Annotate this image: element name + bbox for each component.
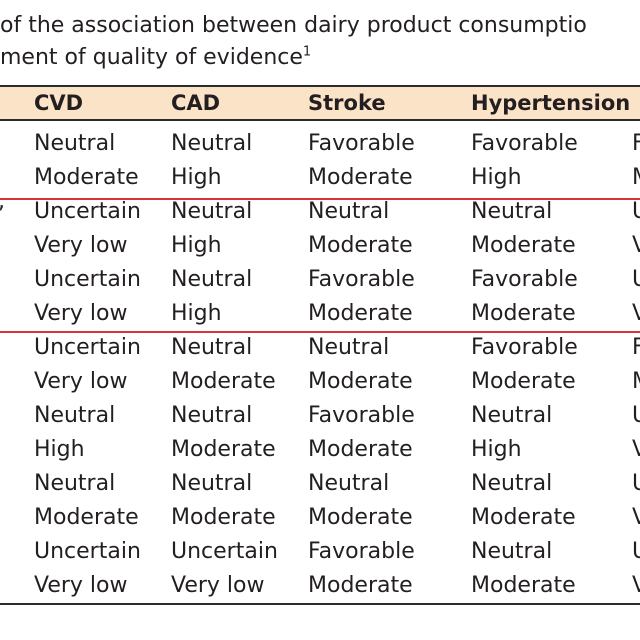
table-cell: Moderate [308, 573, 413, 598]
table-cell: Uncertain [34, 199, 141, 224]
table-cell: Favorable [471, 131, 578, 156]
table-cell: Moderate [471, 233, 576, 258]
table-cell: Neutral [471, 471, 553, 496]
table-cell: M [632, 365, 640, 399]
table-cell: U [632, 399, 640, 433]
table-cell: Very low [171, 573, 265, 598]
table-cell: V [632, 437, 640, 462]
table-cell: Moderate [308, 301, 413, 326]
table-cell: Neutral [471, 199, 553, 224]
table-cell: Moderate [308, 369, 413, 394]
table-cell: Neutral [171, 131, 253, 156]
table-cell: Moderate [171, 369, 276, 394]
table-cell: Neutral [171, 335, 253, 360]
table-cell: Favorable [308, 403, 415, 428]
table-cell: Moderate [471, 573, 576, 598]
table-cell: Moderate [308, 165, 413, 190]
table-cell: Neutral [471, 539, 553, 564]
table-cell: Moderate [34, 505, 139, 530]
caption-line-2: ment of quality of evidence1 [0, 41, 640, 75]
caption-line-2-text: ment of quality of evidence [0, 45, 303, 70]
table-cell: Moderate [471, 301, 576, 326]
table-caption: of the association between dairy product… [0, 0, 640, 75]
table-cell: Favorable [308, 539, 415, 564]
table-cell: High [471, 165, 522, 190]
table-cell: Very low [34, 233, 128, 258]
table-cell: Neutral [171, 267, 253, 292]
table-cell: Favorable [308, 267, 415, 292]
table-cell: Moderate [308, 233, 413, 258]
table-cell: Moderate [308, 505, 413, 530]
table-cell: High [34, 437, 85, 462]
table-cell: Neutral [171, 403, 253, 428]
table-cell: Uncertain [34, 335, 141, 360]
table-cell: Moderate [308, 437, 413, 462]
table-cell: Moderate [471, 369, 576, 394]
table-cell: Uncertain [34, 539, 141, 564]
table-cell: High [171, 233, 222, 258]
table-cell: Neutral [34, 471, 116, 496]
table-cell: Favorable [471, 267, 578, 292]
table-cell: Neutral [471, 403, 553, 428]
table-cell: Favorable [308, 131, 415, 156]
table-cell: Neutral [171, 199, 253, 224]
table-cell: V [632, 233, 640, 258]
table-cell: Neutral [308, 471, 390, 496]
table-cell: U [632, 263, 640, 297]
table-cell: High [171, 301, 222, 326]
table-cell: Neutral [34, 403, 116, 428]
table-cell: U [632, 535, 640, 569]
table-cell: Very low [34, 573, 128, 598]
table-cell: U [632, 467, 640, 501]
table-header-band [0, 85, 640, 121]
table-cell: Very low [34, 301, 128, 326]
table-cell: V [632, 301, 640, 326]
row-stub-mark: , [0, 185, 5, 219]
table-cell: Moderate [471, 505, 576, 530]
table-cell: Moderate [34, 165, 139, 190]
table-bottom-rule [0, 603, 640, 605]
table-cell: Uncertain [34, 267, 141, 292]
table-cell: High [171, 165, 222, 190]
column-header: CAD [171, 91, 221, 115]
table-cell: High [471, 437, 522, 462]
table-cell: F [632, 131, 640, 156]
table-cell: F [632, 335, 640, 360]
highlight-rule-bottom [0, 331, 640, 333]
table-cell: Moderate [171, 505, 276, 530]
caption-line-1: of the association between dairy product… [0, 13, 587, 38]
caption-footnote-mark: 1 [302, 44, 312, 60]
table-cell: Moderate [171, 437, 276, 462]
table-cell: Neutral [171, 471, 253, 496]
table-cell: M [632, 161, 640, 195]
column-header: Hypertension [471, 91, 631, 115]
table-cell: Neutral [34, 131, 116, 156]
table-cell: Uncertain [171, 539, 278, 564]
table-cell: Favorable [471, 335, 578, 360]
column-header: Stroke [308, 91, 386, 115]
table-cell: U [632, 195, 640, 229]
table-cell: Neutral [308, 335, 390, 360]
table-cell: Very low [34, 369, 128, 394]
column-header: CVD [34, 91, 84, 115]
table-cell: V [632, 573, 640, 598]
table-cell: Neutral [308, 199, 390, 224]
highlight-rule-top [0, 198, 640, 200]
table-cell: V [632, 505, 640, 530]
